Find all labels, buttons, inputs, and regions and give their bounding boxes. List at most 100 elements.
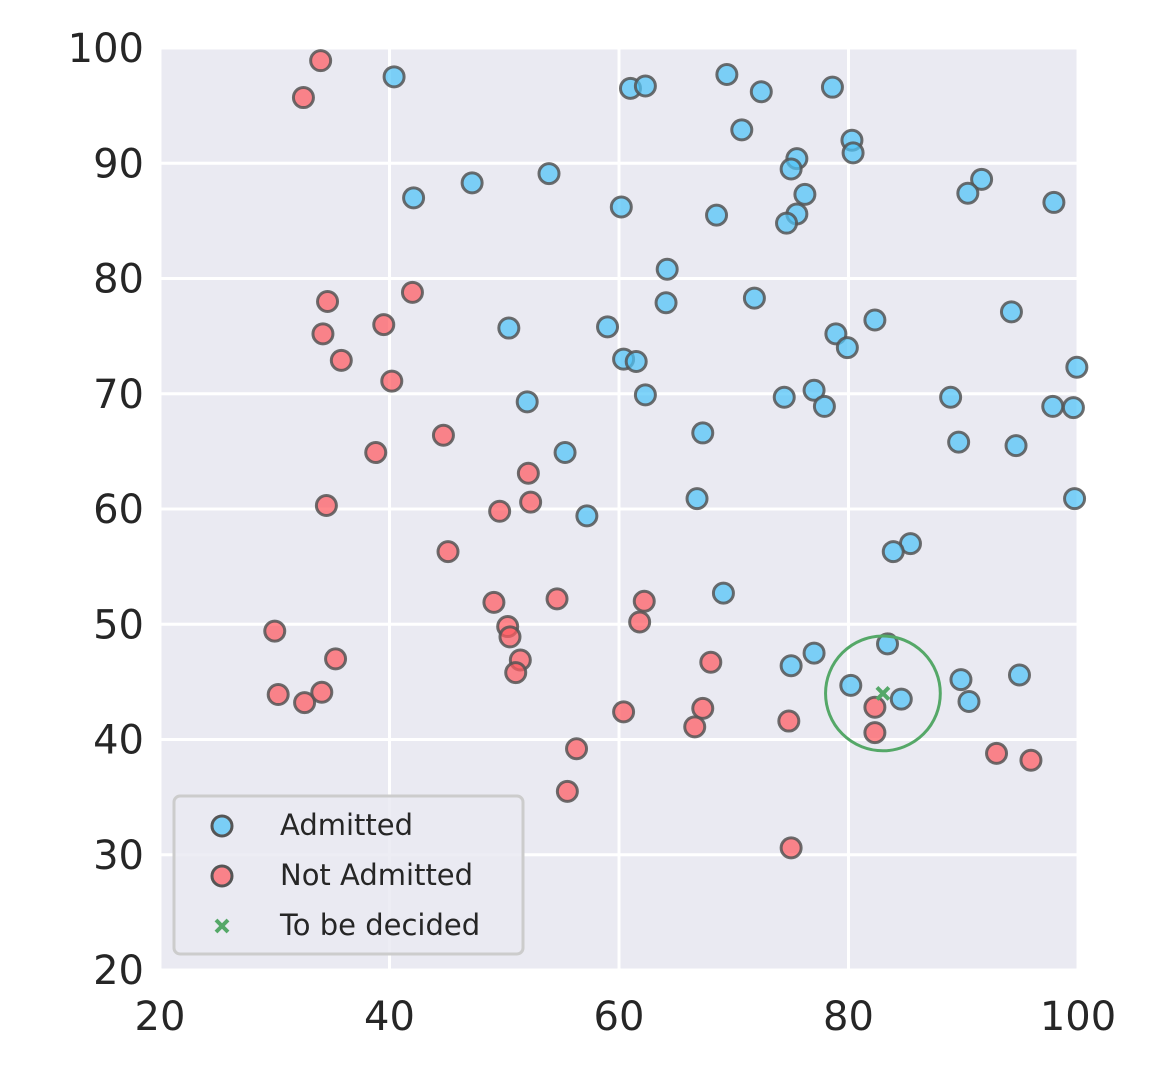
point-admitted [939,385,963,409]
legend-marker [214,918,230,934]
point-admitted [835,336,859,360]
point-not-admitted [293,691,317,715]
point-admitted [624,349,648,373]
x-marker-stroke [875,685,891,701]
point-admitted [609,195,633,219]
y-tick-label: 90 [93,141,144,187]
legend-marker [210,814,234,838]
point-admitted [596,315,620,339]
point-not-admitted [400,280,424,304]
point-admitted [956,181,980,205]
point-admitted [1061,396,1085,420]
y-tick-label: 100 [68,26,144,72]
point-admitted [742,286,766,310]
point-not-admitted [504,661,528,685]
point-admitted [633,383,657,407]
point-admitted [730,118,754,142]
point-not-admitted [309,49,333,73]
point-admitted [820,75,844,99]
point-admitted [691,421,715,445]
point-not-admitted [324,647,348,671]
point-not-admitted [1019,748,1043,772]
point-admitted [1007,663,1031,687]
x-marker-stroke [214,918,230,934]
point-not-admitted [311,322,335,346]
point-admitted [633,74,657,98]
y-tick-label: 40 [93,718,144,764]
legend-label: Admitted [280,808,413,842]
point-not-admitted [863,721,887,745]
point-not-admitted [482,590,506,614]
legend-label: To be decided [279,908,480,942]
point-admitted [711,581,735,605]
point-not-admitted [545,587,569,611]
point-not-admitted [291,86,315,110]
point-admitted [537,162,561,186]
point-admitted [705,203,729,227]
y-tick-label: 50 [93,602,144,648]
legend: Admitted Not Admitted To be decided [172,794,525,956]
point-not-admitted [316,290,340,314]
point-not-admitted [683,715,707,739]
point-admitted [812,394,836,418]
x-tick-label: 20 [135,994,186,1040]
point-admitted [876,632,900,656]
legend-label: Not Admitted [280,858,473,892]
x-tick-label: 60 [594,994,645,1040]
y-tick-label: 20 [93,948,144,994]
point-admitted [1041,394,1065,418]
point-admitted [654,291,678,315]
point-admitted [655,257,679,281]
point-not-admitted [519,490,543,514]
y-tick-label: 80 [93,257,144,303]
point-admitted [949,668,973,692]
legend-box [172,794,525,956]
x-tick-label: 100 [1040,994,1116,1040]
point-not-admitted [329,348,353,372]
point-admitted [497,316,521,340]
point-not-admitted [985,741,1009,765]
point-admitted [881,540,905,564]
point-admitted [947,430,971,454]
point-not-admitted [565,737,589,761]
point-admitted [775,211,799,235]
point-not-admitted [266,683,290,707]
point-admitted [957,689,981,713]
point-to-be-decided [875,685,891,701]
point-admitted [772,385,796,409]
y-tick-label: 60 [93,487,144,533]
x-tick-label: 40 [364,994,415,1040]
point-not-admitted [863,695,887,719]
point-admitted [749,80,773,104]
point-not-admitted [779,836,803,860]
point-not-admitted [372,313,396,337]
point-admitted [779,157,803,181]
point-admitted [1065,355,1089,379]
point-admitted [889,687,913,711]
point-admitted [863,308,887,332]
point-admitted [382,65,406,89]
x-tick-label: 80 [823,994,874,1040]
point-not-admitted [498,625,522,649]
point-admitted [839,673,863,697]
legend-marker [210,864,234,888]
point-admitted [575,504,599,528]
data-points [263,49,1089,860]
point-not-admitted [314,494,338,518]
point-not-admitted [777,709,801,733]
point-not-admitted [380,369,404,393]
point-not-admitted [364,441,388,465]
highlight-circle [824,634,942,753]
point-not-admitted [691,696,715,720]
point-not-admitted [436,540,460,564]
point-admitted [802,641,826,665]
point-not-admitted [516,461,540,485]
point-admitted [460,171,484,195]
point-not-admitted [628,610,652,634]
point-admitted [779,654,803,678]
point-not-admitted [310,680,334,704]
point-admitted [715,63,739,87]
point-admitted [802,378,826,402]
